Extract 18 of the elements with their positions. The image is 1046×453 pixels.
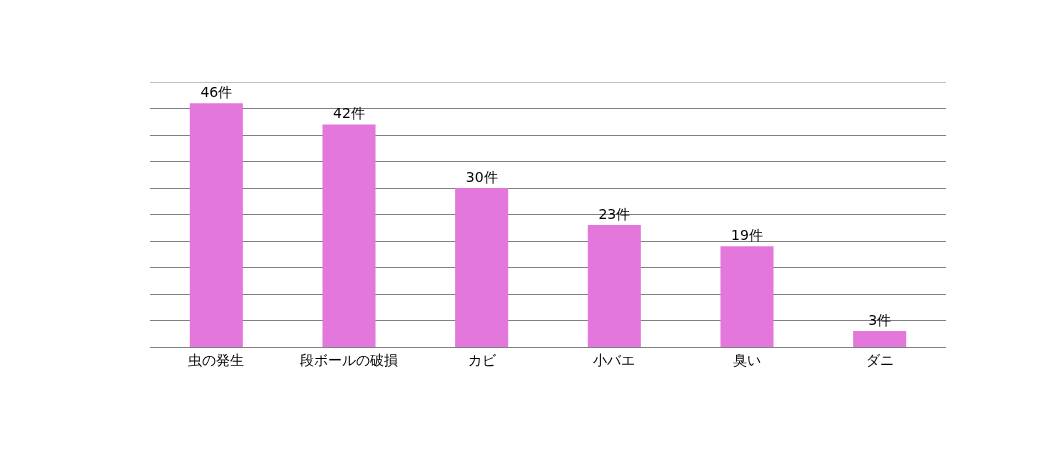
bar <box>720 246 774 347</box>
bar <box>455 188 509 347</box>
data-label: 30件 <box>465 169 498 185</box>
x-tick-label: 虫の発生 <box>188 351 245 368</box>
x-tick-label: カビ <box>467 351 497 368</box>
x-tick-label: 臭い <box>733 351 761 368</box>
bar <box>587 225 641 347</box>
x-tick-label: 小バエ <box>593 351 636 368</box>
data-label: 3件 <box>868 312 892 329</box>
x-tick-label: 段ボールの破損 <box>300 351 398 368</box>
data-label: 19件 <box>731 227 763 244</box>
data-label: 23件 <box>598 206 631 223</box>
data-label: 46件 <box>200 84 233 101</box>
bar <box>322 124 376 347</box>
bar <box>853 331 907 347</box>
bar <box>189 103 243 347</box>
data-label: 42件 <box>333 105 365 122</box>
x-tick-label: ダニ <box>865 351 894 368</box>
